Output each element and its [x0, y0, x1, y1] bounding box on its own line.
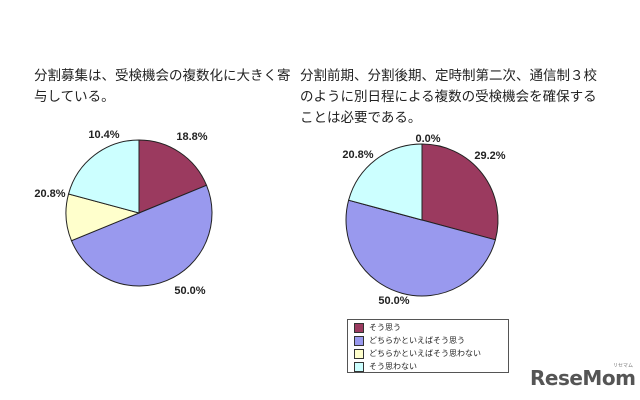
- pie1-label-somewhat-agree: 50.0%: [174, 285, 205, 297]
- pie1-label-agree: 18.8%: [176, 131, 207, 143]
- legend-label-somewhat-agree: どちらかといえばそう思う: [369, 336, 465, 345]
- pie2-label-somewhat-disagree: 0.0%: [415, 133, 440, 145]
- legend-swatch-somewhat-disagree: [354, 348, 364, 359]
- pie1-slice-agree: [138, 139, 208, 214]
- pie1-slice-disagree: [67, 139, 140, 214]
- legend-item-somewhat-disagree: どちらかといえばそう思わない: [354, 347, 508, 360]
- pie2-label-somewhat-agree: 50.0%: [378, 295, 409, 307]
- pie1-slice-somewhat-agree: [70, 184, 213, 287]
- legend-swatch-agree: [354, 322, 364, 333]
- legend-item-agree: そう思う: [354, 321, 508, 334]
- legend-item-somewhat-agree: どちらかといえばそう思う: [354, 334, 508, 347]
- legend-label-agree: そう思う: [369, 323, 401, 332]
- pie2-label-disagree: 20.8%: [342, 149, 373, 161]
- pie2-slice-somewhat-agree: [345, 199, 496, 297]
- pie2-slice-agree: [421, 143, 499, 241]
- resemom-logo-subtext: リセマム: [613, 363, 634, 369]
- legend-swatch-somewhat-agree: [354, 335, 364, 346]
- legend-label-somewhat-disagree: どちらかといえばそう思わない: [369, 349, 481, 358]
- legend-item-disagree: そう思わない: [354, 360, 508, 373]
- left-chart-question: 分割募集は、受検機会の複数化に大きく寄与している。: [34, 68, 291, 105]
- pie1-label-somewhat-disagree: 10.4%: [88, 129, 119, 141]
- chart-legend: そう思う どちらかといえばそう思う どちらかといえばそう思わない そう思わない: [347, 319, 509, 373]
- pie1-label-disagree: 20.8%: [34, 188, 65, 200]
- legend-label-disagree: そう思わない: [369, 362, 417, 371]
- resemom-logo: ReseMom: [530, 366, 636, 390]
- pie2-slice-disagree: [348, 143, 423, 221]
- legend-swatch-disagree: [354, 361, 364, 372]
- pie2-label-agree: 29.2%: [474, 150, 505, 162]
- right-chart-question: 分割前期、分割後期、定時制第二次、通信制３校のように別日程による複数の受検機会を…: [300, 68, 597, 126]
